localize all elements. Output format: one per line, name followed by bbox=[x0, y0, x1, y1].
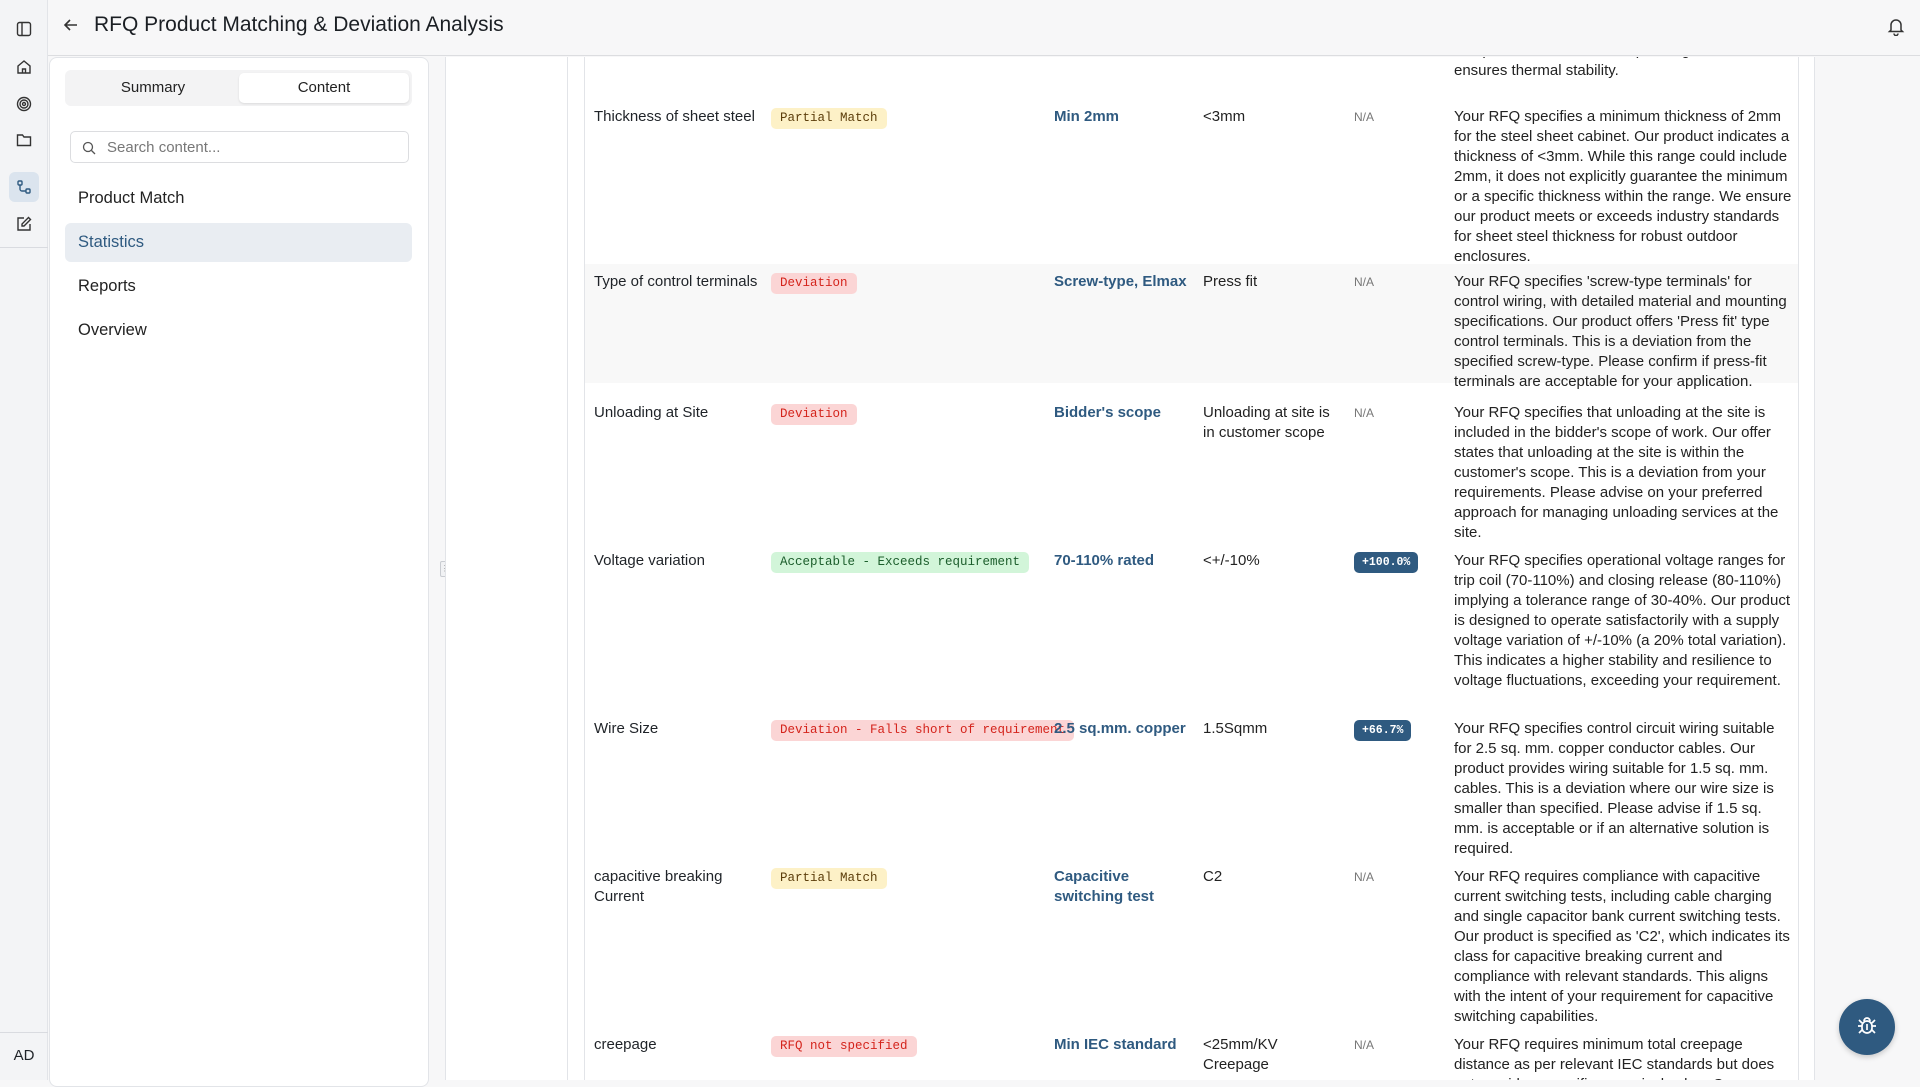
parameter-name: Voltage variation bbox=[594, 552, 705, 569]
parameter-name: Unloading at Site bbox=[594, 404, 709, 421]
workflow-icon[interactable] bbox=[9, 172, 39, 202]
search-box bbox=[70, 131, 409, 163]
parameter-name: capacitive breaking Current bbox=[594, 868, 723, 905]
header: RFQ Product Matching & Deviation Analysi… bbox=[48, 0, 1920, 56]
table-row: Type of control terminals Deviation Scre… bbox=[585, 264, 1798, 390]
results-table: compliance with standard operating condi… bbox=[445, 57, 1815, 1080]
table-row: creepage RFQ not specified Min IEC stand… bbox=[585, 1027, 1798, 1080]
product-value: <+/-10% bbox=[1203, 552, 1260, 569]
bug-report-button[interactable] bbox=[1839, 999, 1895, 1055]
table-row-partial: compliance with standard operating condi… bbox=[585, 57, 1798, 89]
delta-cell: N/A bbox=[1354, 867, 1374, 887]
nav-item-statistics[interactable]: Statistics bbox=[65, 223, 412, 262]
delta-cell: N/A bbox=[1354, 1035, 1374, 1055]
column-border bbox=[1798, 57, 1799, 1080]
page-title: RFQ Product Matching & Deviation Analysi… bbox=[94, 13, 504, 36]
status-badge: Acceptable - Exceeds requirement bbox=[771, 552, 1030, 573]
product-value: Press fit bbox=[1203, 273, 1258, 290]
sidebar-toggle-icon[interactable] bbox=[9, 14, 39, 44]
rfq-requirement: Bidder's scope bbox=[1054, 404, 1161, 421]
edit-icon[interactable] bbox=[9, 209, 39, 239]
status-badge: Partial Match bbox=[771, 108, 887, 129]
product-value: <25mm/KV Creepage bbox=[1203, 1036, 1278, 1073]
product-value: <3mm bbox=[1203, 108, 1246, 125]
table-row: Unloading at Site Deviation Bidder's sco… bbox=[585, 395, 1798, 543]
content-panel: Summary Content Product Match Statistics… bbox=[49, 57, 429, 1087]
product-value: 1.5Sqmm bbox=[1203, 720, 1268, 737]
nav-item-reports[interactable]: Reports bbox=[78, 277, 136, 295]
product-value: Unloading at site is in customer scope bbox=[1203, 404, 1330, 441]
delta-cell: N/A bbox=[1354, 107, 1374, 127]
target-icon[interactable] bbox=[9, 89, 39, 119]
column-border bbox=[567, 57, 568, 1080]
rfq-requirement: Screw-type, Elmax bbox=[1054, 273, 1187, 290]
avatar[interactable]: AD bbox=[0, 1032, 48, 1064]
search-input[interactable] bbox=[107, 132, 397, 162]
bug-icon bbox=[1855, 1013, 1879, 1042]
delta-badge: +100.0% bbox=[1354, 552, 1419, 573]
status-badge: RFQ not specified bbox=[771, 1036, 917, 1057]
table-row: Thickness of sheet steel Partial Match M… bbox=[585, 99, 1798, 265]
bell-icon[interactable] bbox=[1886, 16, 1906, 41]
tab-summary[interactable]: Summary bbox=[120, 79, 186, 96]
table-row: capacitive breaking Current Partial Matc… bbox=[585, 859, 1798, 1027]
back-arrow-icon[interactable] bbox=[62, 16, 80, 39]
search-icon bbox=[82, 141, 96, 160]
description: Your RFQ requires compliance with capaci… bbox=[1454, 868, 1790, 1025]
product-value: C2 bbox=[1203, 868, 1223, 885]
description: compliance with standard operating condi… bbox=[1454, 57, 1791, 79]
status-badge: Deviation bbox=[771, 404, 857, 425]
rfq-requirement: 2.5 sq.mm. copper bbox=[1054, 720, 1186, 737]
tab-bar: Summary Content bbox=[65, 70, 412, 106]
parameter-name: Wire Size bbox=[594, 720, 659, 737]
description: Your RFQ specifies that unloading at the… bbox=[1454, 404, 1779, 541]
delta-value: N/A bbox=[1354, 275, 1375, 289]
delta-cell: N/A bbox=[1354, 403, 1374, 423]
tab-content[interactable]: Content bbox=[239, 73, 409, 103]
rfq-requirement: Min IEC standard bbox=[1054, 1036, 1177, 1053]
home-icon[interactable] bbox=[9, 52, 39, 82]
description: Your RFQ specifies a minimum thickness o… bbox=[1454, 108, 1792, 265]
description: Your RFQ specifies control circuit wirin… bbox=[1454, 720, 1775, 857]
description: Your RFQ specifies operational voltage r… bbox=[1454, 552, 1791, 689]
delta-cell: N/A bbox=[1354, 272, 1374, 292]
icon-rail: AD bbox=[0, 0, 48, 1080]
status-badge: Partial Match bbox=[771, 868, 887, 889]
parameter-name: Type of control terminals bbox=[594, 273, 758, 290]
status-badge: Deviation - Falls short of requirement bbox=[771, 720, 1075, 741]
description: Your RFQ requires minimum total creepage… bbox=[1454, 1036, 1775, 1080]
delta-value: N/A bbox=[1354, 406, 1375, 420]
folder-icon[interactable] bbox=[9, 125, 39, 155]
delta-cell: +66.7% bbox=[1354, 719, 1412, 741]
delta-value: N/A bbox=[1354, 1038, 1375, 1052]
rail-divider bbox=[0, 247, 48, 248]
parameter-name: Thickness of sheet steel bbox=[594, 108, 755, 125]
delta-value: N/A bbox=[1354, 110, 1375, 124]
status-badge: Deviation bbox=[771, 273, 857, 294]
delta-value: N/A bbox=[1354, 870, 1375, 884]
delta-cell: +100.0% bbox=[1354, 551, 1419, 573]
rfq-requirement: Capacitive switching test bbox=[1054, 868, 1155, 905]
nav-item-product-match[interactable]: Product Match bbox=[78, 189, 185, 207]
delta-badge: +66.7% bbox=[1354, 720, 1412, 741]
rfq-requirement: Min 2mm bbox=[1054, 108, 1120, 125]
nav-item-overview[interactable]: Overview bbox=[78, 321, 147, 339]
description: Your RFQ specifies 'screw-type terminals… bbox=[1454, 273, 1787, 390]
parameter-name: creepage bbox=[594, 1036, 657, 1053]
column-border bbox=[584, 57, 585, 1080]
table-row: Voltage variation Acceptable - Exceeds r… bbox=[585, 543, 1798, 711]
rfq-requirement: 70-110% rated bbox=[1054, 552, 1155, 569]
table-row: Wire Size Deviation - Falls short of req… bbox=[585, 711, 1798, 859]
